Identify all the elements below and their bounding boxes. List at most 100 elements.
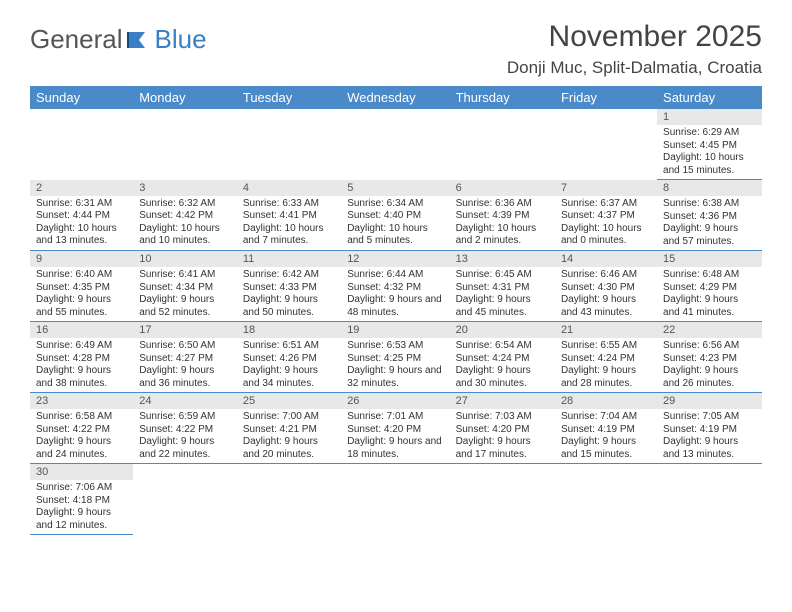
calendar-cell: 30Sunrise: 7:06 AMSunset: 4:18 PMDayligh… — [30, 464, 133, 535]
day-number: 20 — [450, 322, 555, 338]
day-number: 11 — [237, 251, 341, 267]
calendar-cell: 14Sunrise: 6:46 AMSunset: 4:30 PMDayligh… — [555, 251, 657, 322]
day-number: 15 — [657, 251, 762, 267]
day-number: 17 — [133, 322, 237, 338]
calendar-cell: 2Sunrise: 6:31 AMSunset: 4:44 PMDaylight… — [30, 180, 133, 251]
day-info: Sunrise: 7:05 AMSunset: 4:19 PMDaylight:… — [657, 409, 762, 463]
header: General Blue November 2025 Donji Muc, Sp… — [0, 0, 792, 86]
day-info: Sunrise: 6:53 AMSunset: 4:25 PMDaylight:… — [341, 338, 449, 392]
calendar-cell: 20Sunrise: 6:54 AMSunset: 4:24 PMDayligh… — [450, 322, 555, 393]
calendar-table: SundayMondayTuesdayWednesdayThursdayFrid… — [30, 86, 762, 535]
day-header: Sunday — [30, 86, 133, 109]
day-number: 9 — [30, 251, 133, 267]
calendar-cell: 15Sunrise: 6:48 AMSunset: 4:29 PMDayligh… — [657, 251, 762, 322]
calendar-cell — [555, 464, 657, 535]
page-title: November 2025 — [507, 20, 762, 54]
day-number: 4 — [237, 180, 341, 196]
calendar-cell: 12Sunrise: 6:44 AMSunset: 4:32 PMDayligh… — [341, 251, 449, 322]
day-number: 24 — [133, 393, 237, 409]
day-info: Sunrise: 6:59 AMSunset: 4:22 PMDaylight:… — [133, 409, 237, 463]
day-info: Sunrise: 6:40 AMSunset: 4:35 PMDaylight:… — [30, 267, 133, 321]
calendar-cell: 8Sunrise: 6:38 AMSunset: 4:36 PMDaylight… — [657, 180, 762, 251]
calendar-cell — [237, 109, 341, 180]
day-number: 2 — [30, 180, 133, 196]
day-info: Sunrise: 6:51 AMSunset: 4:26 PMDaylight:… — [237, 338, 341, 392]
calendar-cell — [450, 464, 555, 535]
title-block: November 2025 Donji Muc, Split-Dalmatia,… — [507, 20, 762, 78]
calendar-cell — [450, 109, 555, 180]
day-number: 5 — [341, 180, 449, 196]
day-info: Sunrise: 6:49 AMSunset: 4:28 PMDaylight:… — [30, 338, 133, 392]
day-header: Monday — [133, 86, 237, 109]
calendar-cell — [341, 109, 449, 180]
day-info: Sunrise: 6:31 AMSunset: 4:44 PMDaylight:… — [30, 196, 133, 250]
day-header: Friday — [555, 86, 657, 109]
day-number: 3 — [133, 180, 237, 196]
day-number: 18 — [237, 322, 341, 338]
day-info: Sunrise: 6:50 AMSunset: 4:27 PMDaylight:… — [133, 338, 237, 392]
calendar-cell: 26Sunrise: 7:01 AMSunset: 4:20 PMDayligh… — [341, 393, 449, 464]
calendar-cell — [237, 464, 341, 535]
calendar-cell: 17Sunrise: 6:50 AMSunset: 4:27 PMDayligh… — [133, 322, 237, 393]
calendar-cell — [133, 109, 237, 180]
calendar-cell: 24Sunrise: 6:59 AMSunset: 4:22 PMDayligh… — [133, 393, 237, 464]
day-info: Sunrise: 6:42 AMSunset: 4:33 PMDaylight:… — [237, 267, 341, 321]
calendar-cell: 5Sunrise: 6:34 AMSunset: 4:40 PMDaylight… — [341, 180, 449, 251]
day-number: 21 — [555, 322, 657, 338]
day-info: Sunrise: 6:58 AMSunset: 4:22 PMDaylight:… — [30, 409, 133, 463]
day-number: 12 — [341, 251, 449, 267]
calendar-cell: 1Sunrise: 6:29 AMSunset: 4:45 PMDaylight… — [657, 109, 762, 180]
day-info: Sunrise: 6:56 AMSunset: 4:23 PMDaylight:… — [657, 338, 762, 392]
day-info: Sunrise: 6:41 AMSunset: 4:34 PMDaylight:… — [133, 267, 237, 321]
calendar-cell: 23Sunrise: 6:58 AMSunset: 4:22 PMDayligh… — [30, 393, 133, 464]
day-number: 22 — [657, 322, 762, 338]
day-info: Sunrise: 6:45 AMSunset: 4:31 PMDaylight:… — [450, 267, 555, 321]
calendar-cell: 11Sunrise: 6:42 AMSunset: 4:33 PMDayligh… — [237, 251, 341, 322]
calendar-cell: 9Sunrise: 6:40 AMSunset: 4:35 PMDaylight… — [30, 251, 133, 322]
calendar-cell: 13Sunrise: 6:45 AMSunset: 4:31 PMDayligh… — [450, 251, 555, 322]
day-number: 10 — [133, 251, 237, 267]
day-header: Tuesday — [237, 86, 341, 109]
day-info: Sunrise: 7:00 AMSunset: 4:21 PMDaylight:… — [237, 409, 341, 463]
calendar-cell: 25Sunrise: 7:00 AMSunset: 4:21 PMDayligh… — [237, 393, 341, 464]
logo-text-1: General — [30, 24, 123, 55]
calendar-cell: 18Sunrise: 6:51 AMSunset: 4:26 PMDayligh… — [237, 322, 341, 393]
calendar-cell: 7Sunrise: 6:37 AMSunset: 4:37 PMDaylight… — [555, 180, 657, 251]
calendar-cell: 16Sunrise: 6:49 AMSunset: 4:28 PMDayligh… — [30, 322, 133, 393]
day-number: 28 — [555, 393, 657, 409]
calendar-cell — [30, 109, 133, 180]
day-number: 19 — [341, 322, 449, 338]
day-info: Sunrise: 6:32 AMSunset: 4:42 PMDaylight:… — [133, 196, 237, 250]
day-number: 26 — [341, 393, 449, 409]
day-info: Sunrise: 6:33 AMSunset: 4:41 PMDaylight:… — [237, 196, 341, 250]
day-number: 25 — [237, 393, 341, 409]
day-info: Sunrise: 6:37 AMSunset: 4:37 PMDaylight:… — [555, 196, 657, 250]
day-number: 14 — [555, 251, 657, 267]
calendar-cell: 27Sunrise: 7:03 AMSunset: 4:20 PMDayligh… — [450, 393, 555, 464]
day-header: Saturday — [657, 86, 762, 109]
calendar-cell: 6Sunrise: 6:36 AMSunset: 4:39 PMDaylight… — [450, 180, 555, 251]
day-number: 6 — [450, 180, 555, 196]
day-number: 23 — [30, 393, 133, 409]
calendar-cell: 28Sunrise: 7:04 AMSunset: 4:19 PMDayligh… — [555, 393, 657, 464]
day-number: 30 — [30, 464, 133, 480]
day-number: 16 — [30, 322, 133, 338]
calendar-cell — [341, 464, 449, 535]
day-info: Sunrise: 7:03 AMSunset: 4:20 PMDaylight:… — [450, 409, 555, 463]
calendar-cell — [133, 464, 237, 535]
day-number: 1 — [657, 109, 762, 125]
day-info: Sunrise: 7:04 AMSunset: 4:19 PMDaylight:… — [555, 409, 657, 463]
day-info: Sunrise: 6:34 AMSunset: 4:40 PMDaylight:… — [341, 196, 449, 250]
calendar-cell: 4Sunrise: 6:33 AMSunset: 4:41 PMDaylight… — [237, 180, 341, 251]
calendar-cell — [555, 109, 657, 180]
day-header: Wednesday — [341, 86, 449, 109]
day-number: 13 — [450, 251, 555, 267]
logo-text-2: Blue — [155, 24, 207, 55]
day-info: Sunrise: 6:36 AMSunset: 4:39 PMDaylight:… — [450, 196, 555, 250]
day-info: Sunrise: 7:06 AMSunset: 4:18 PMDaylight:… — [30, 480, 133, 534]
logo-flag-icon — [127, 30, 155, 50]
day-info: Sunrise: 6:38 AMSunset: 4:36 PMDaylight:… — [657, 196, 762, 250]
calendar-cell: 3Sunrise: 6:32 AMSunset: 4:42 PMDaylight… — [133, 180, 237, 251]
calendar-cell — [657, 464, 762, 535]
day-number: 7 — [555, 180, 657, 196]
